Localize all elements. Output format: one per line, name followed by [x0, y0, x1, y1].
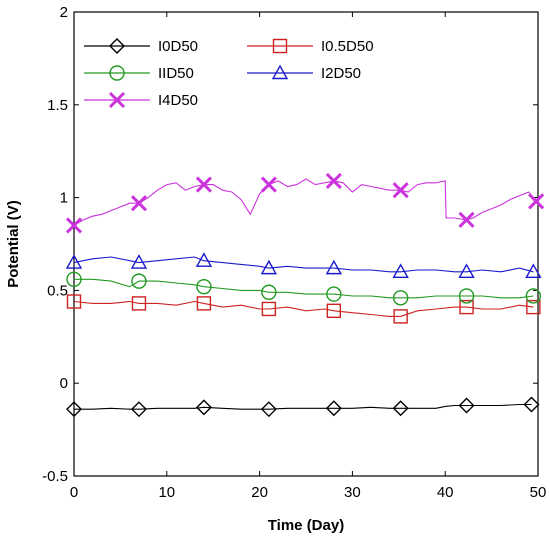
legend-label-i2d50: I2D50	[321, 65, 361, 82]
marker-iid50	[458, 288, 475, 304]
y-axis-title: Potential (V)	[5, 200, 22, 288]
marker-iid50	[131, 273, 147, 289]
marker-i0-5d50	[196, 296, 212, 311]
marker-i0-5d50	[131, 296, 147, 311]
marker-iid50	[326, 286, 342, 302]
axis-ticks: 0 10 20 30 40 50-0.500.511.52	[42, 4, 546, 501]
marker-i2d50	[458, 263, 475, 279]
marker-iid50	[261, 284, 277, 300]
marker-i0d50	[325, 400, 342, 417]
legend-marker-i4d50	[108, 91, 126, 109]
legend-marker-i2d50	[271, 64, 289, 80]
legend: I0D50 I0.5D50 IID50 I2D50 I4D50	[84, 38, 374, 109]
marker-i4d50	[458, 211, 475, 228]
marker-i0d50	[523, 396, 540, 413]
marker-iid50	[66, 271, 82, 287]
legend-label-i0d50: I0D50	[158, 38, 198, 55]
series-lines	[73, 178, 537, 410]
marker-i0d50	[458, 397, 475, 414]
marker-i2d50	[130, 254, 148, 269]
series-line-i0-5d50	[73, 300, 534, 317]
marker-i2d50	[195, 252, 213, 267]
x-tick-label: 10	[158, 484, 175, 501]
x-tick-label: 20	[251, 484, 268, 501]
marker-iid50	[196, 278, 212, 295]
marker-i0d50	[130, 401, 147, 418]
y-tick-label: -0.5	[42, 468, 68, 485]
series-line-i4d50	[73, 178, 537, 226]
marker-iid50	[525, 288, 542, 304]
x-tick-label: 0	[70, 484, 78, 501]
marker-i4d50	[528, 193, 545, 210]
y-tick-label: 0	[60, 375, 68, 392]
marker-i4d50	[195, 176, 212, 193]
marker-i2d50	[325, 259, 343, 275]
series-line-i0d50	[74, 403, 532, 410]
y-tick-label: 1	[60, 190, 68, 207]
marker-i4d50	[325, 172, 342, 189]
marker-i0-5d50	[526, 299, 541, 315]
marker-i4d50	[65, 217, 83, 234]
y-tick-label: 0.5	[47, 282, 68, 299]
series-line-iid50	[74, 278, 534, 299]
marker-i0-5d50	[393, 309, 408, 324]
marker-i0d50	[66, 401, 82, 418]
marker-i2d50	[392, 263, 409, 279]
y-tick-label: 2	[60, 4, 68, 21]
plot-frame	[73, 11, 539, 477]
x-tick-label: 50	[530, 484, 547, 501]
marker-iid50	[392, 290, 409, 306]
legend-marker-iid50	[109, 65, 125, 81]
marker-i2d50	[260, 259, 278, 275]
marker-i0-5d50	[261, 301, 277, 317]
marker-i0-5d50	[459, 299, 474, 315]
marker-i2d50	[65, 254, 83, 269]
y-tick-label: 1.5	[47, 97, 68, 114]
legend-label-iid50: IID50	[158, 65, 194, 82]
marker-i0-5d50	[66, 294, 82, 309]
series-line-i2d50	[73, 256, 534, 273]
legend-marker-i0-5d50	[272, 38, 288, 54]
legend-label-i4d50: I4D50	[158, 92, 198, 109]
marker-i0-5d50	[326, 303, 342, 319]
marker-i4d50	[392, 182, 409, 199]
x-axis-title: Time (Day)	[268, 517, 344, 534]
marker-i0d50	[195, 399, 212, 416]
marker-i4d50	[260, 176, 277, 193]
marker-i4d50	[130, 195, 148, 212]
marker-i0d50	[392, 400, 409, 417]
marker-i2d50	[525, 263, 542, 279]
x-tick-label: 40	[437, 484, 454, 501]
series-markers	[65, 172, 545, 418]
x-tick-label: 30	[344, 484, 361, 501]
legend-marker-i0d50	[109, 38, 125, 54]
marker-i0d50	[260, 401, 277, 418]
legend-label-i0-5d50: I0.5D50	[321, 38, 374, 55]
